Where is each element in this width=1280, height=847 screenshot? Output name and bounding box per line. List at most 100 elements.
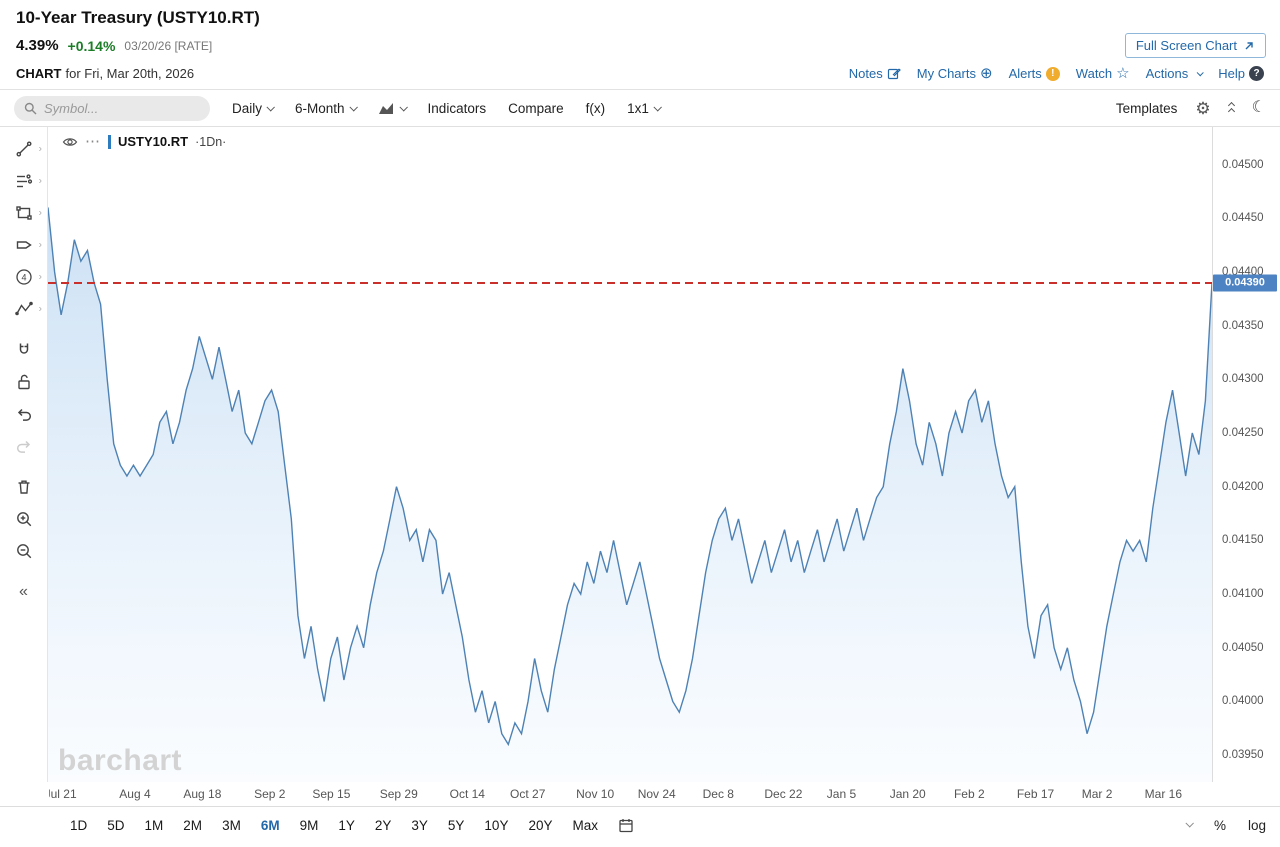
y-axis-tick-label: 0.04300 <box>1222 373 1264 386</box>
undo-button[interactable] <box>0 398 47 430</box>
period-button-1m[interactable]: 1M <box>144 817 164 833</box>
annotation-tag-tool[interactable]: › <box>0 229 47 261</box>
x-axis-tick-label: Sep 29 <box>379 787 418 801</box>
period-button-5d[interactable]: 5D <box>107 817 125 833</box>
chart-label: CHART <box>16 66 62 81</box>
y-axis[interactable]: 0.04390 0.04500 0.04450 0.04400 0.04350 0.04… <box>1212 127 1280 782</box>
templates-button[interactable]: Templates <box>1115 100 1178 116</box>
shapes-tool[interactable]: › <box>0 197 47 229</box>
x-axis-tick-label: Aug 4 <box>119 787 151 801</box>
page-header: 10-Year Treasury (USTY10.RT) 4.39% +0.14… <box>0 0 1280 90</box>
percent-scale-button[interactable]: % <box>1213 817 1226 833</box>
search-icon <box>24 102 37 114</box>
price-alert-line[interactable] <box>48 281 1212 284</box>
period-button-2y[interactable]: 2Y <box>374 817 392 833</box>
zoom-out-button[interactable] <box>0 535 47 567</box>
series-menu-icon[interactable]: ⋯ <box>85 133 101 150</box>
circle-plus-icon: ⊕ <box>979 65 993 82</box>
period-button-2m[interactable]: 2M <box>183 817 203 833</box>
x-axis-tick-label: Sep 2 <box>254 787 286 801</box>
collapse-bottom-toolbar-icon[interactable] <box>1185 818 1194 828</box>
period-button-10y[interactable]: 10Y <box>484 817 509 833</box>
indicators-button[interactable]: Indicators <box>427 100 487 116</box>
x-axis-tick-label: Oct 27 <box>510 787 546 801</box>
price-line <box>48 207 1212 747</box>
x-axis-tick-label: Jul 21 <box>49 787 77 801</box>
custom-date-range-button[interactable] <box>618 817 634 833</box>
symbol-search[interactable] <box>14 95 210 121</box>
y-axis-tick-label: 0.04350 <box>1222 319 1264 332</box>
eye-icon[interactable] <box>62 135 78 149</box>
series-symbol[interactable]: USTY10.RT <box>118 134 189 149</box>
notes-link[interactable]: Notes <box>849 66 901 81</box>
wave-count-tool[interactable]: 4 › <box>0 261 47 293</box>
submenu-arrow-icon: › <box>38 303 42 315</box>
help-icon: ? <box>1249 66 1264 81</box>
y-axis-tick-label: 0.04450 <box>1222 212 1264 225</box>
y-axis-tick-label: 0.04200 <box>1222 480 1264 493</box>
period-button-1d[interactable]: 1D <box>70 817 88 833</box>
area-chart-icon <box>378 102 393 114</box>
chart-type-dropdown[interactable] <box>378 101 408 116</box>
x-axis-tick-label: Mar 2 <box>1081 787 1113 801</box>
chevron-down-icon <box>266 103 275 112</box>
dark-mode-toggle-icon[interactable]: ☾ <box>1251 99 1266 116</box>
price-area-chart <box>48 207 1212 782</box>
drawings-list-tool[interactable]: › <box>0 165 47 197</box>
layout-dropdown[interactable]: 1x1 <box>627 101 662 116</box>
settings-gear-icon[interactable]: ⚙ <box>1195 98 1211 118</box>
period-button-1y[interactable]: 1Y <box>338 817 355 833</box>
period-button-3m[interactable]: 3M <box>222 817 241 833</box>
frequency-dropdown[interactable]: Daily <box>232 101 275 116</box>
price-date-stamp: 03/20/26 [RATE] <box>124 38 213 53</box>
period-buttons: 1D 5D 1M 2M 3M 6M 9M 1Y 2Y 3Y 5Y 10Y 20Y Max <box>70 818 598 833</box>
drawing-tools-sidebar: › › › › 4 › › <box>0 127 48 782</box>
functions-button[interactable]: f(x) <box>585 100 606 116</box>
series-legend: ⋯ USTY10.RT ·1Dn· <box>62 134 226 149</box>
my-charts-link[interactable]: My Charts ⊕ <box>916 65 993 82</box>
delete-drawings-button[interactable] <box>0 471 47 503</box>
chart-plot-area[interactable]: ⋯ USTY10.RT ·1Dn· barchart <box>48 127 1212 782</box>
patterns-tool[interactable]: › <box>0 293 47 325</box>
period-button-5y[interactable]: 5Y <box>447 817 465 833</box>
period-button-6m[interactable]: 6M <box>260 817 280 833</box>
full-screen-chart-button[interactable]: Full Screen Chart <box>1124 33 1266 58</box>
compare-button[interactable]: Compare <box>508 100 564 116</box>
period-button-3y[interactable]: 3Y <box>411 817 428 833</box>
watch-link[interactable]: Watch ☆ <box>1075 65 1130 82</box>
redo-button[interactable] <box>0 430 47 462</box>
x-axis-tick-label: Feb 2 <box>953 787 985 801</box>
x-axis[interactable]: Jul 21 Aug 4 Aug 18 Sep 2 Sep 15 Sep 29 Oct 14… <box>49 782 1211 806</box>
chevron-down-icon <box>399 103 408 112</box>
magnet-tool[interactable] <box>0 334 47 366</box>
last-price-chip: 0.04390 <box>1213 274 1277 292</box>
period-button-20y[interactable]: 20Y <box>528 817 553 833</box>
actions-menu[interactable]: Actions <box>1146 66 1204 81</box>
y-axis-tick-label: 0.04100 <box>1222 588 1264 601</box>
alerts-link[interactable]: Alerts ! <box>1009 66 1060 81</box>
y-axis-tick-label: 0.04000 <box>1222 695 1264 708</box>
log-scale-button[interactable]: log <box>1247 817 1266 833</box>
symbol-input[interactable] <box>44 100 194 116</box>
page-title: 10-Year Treasury (USTY10.RT) <box>16 8 260 27</box>
notes-icon <box>887 68 901 79</box>
zoom-in-button[interactable] <box>0 503 47 535</box>
series-timeframe[interactable]: ·1Dn· <box>195 134 227 149</box>
unlock-tool[interactable] <box>0 366 47 398</box>
collapse-sidebar-button[interactable]: « <box>0 576 47 608</box>
submenu-arrow-icon: › <box>38 271 42 283</box>
period-toolbar: 1D 5D 1M 2M 3M 6M 9M 1Y 2Y 3Y 5Y 10Y 20Y Max % log <box>0 806 1280 843</box>
chart-date: for Fri, Mar 20th, 2026 <box>65 66 195 81</box>
range-dropdown[interactable]: 6-Month <box>295 101 358 116</box>
area-fill <box>48 207 1212 782</box>
x-axis-tick-label: Aug 18 <box>183 787 222 801</box>
trendline-tool[interactable]: › <box>0 133 47 165</box>
help-link[interactable]: Help ? <box>1218 66 1264 81</box>
expand-arrow-icon <box>1245 41 1253 49</box>
chart-main-area: › › › › 4 › › <box>0 127 1280 782</box>
last-price: 4.39% <box>16 37 59 54</box>
period-button-max[interactable]: Max <box>572 817 598 833</box>
x-axis-tick-label: Mar 16 <box>1144 787 1183 801</box>
collapse-toolbar-icon[interactable] <box>1227 101 1235 115</box>
period-button-9m[interactable]: 9M <box>299 817 319 833</box>
